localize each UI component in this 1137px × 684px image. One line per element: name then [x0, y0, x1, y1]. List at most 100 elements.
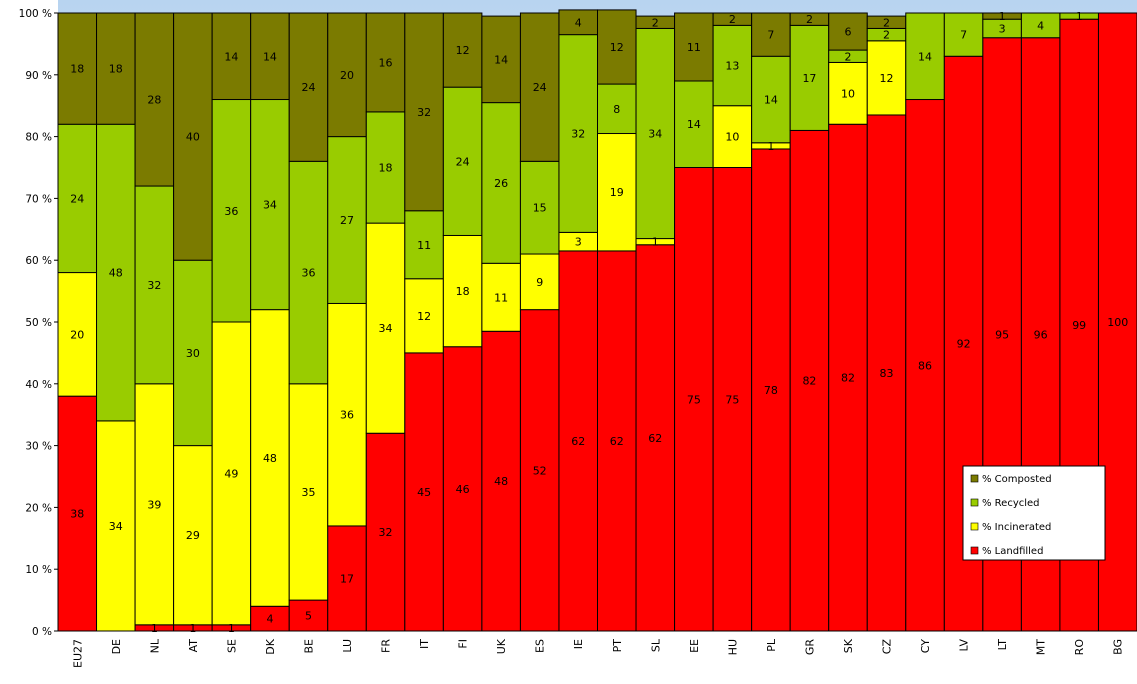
y-tick-label: 0 % [32, 626, 52, 638]
value-labels-layer: 3820241834481813932281293040149361444834… [70, 10, 1128, 635]
bar-segment-composted-ie [558, 9, 599, 36]
value-label-composted-fi: 12 [456, 44, 470, 57]
bar-segment-composted-fr [365, 12, 406, 113]
value-label-recycled-cy: 14 [918, 50, 932, 63]
bar-segment-recycled-uk [481, 102, 521, 264]
y-tick-label: 20 % [25, 502, 52, 514]
value-label-recycled-lv: 7 [960, 29, 967, 42]
bar-segment-recycled-mt [1020, 12, 1061, 39]
y-tick-label: 60 % [25, 255, 52, 267]
bar-segment-composted-be [288, 12, 329, 162]
category-label-lv: LV [958, 639, 971, 652]
value-label-composted-eu27: 18 [70, 63, 84, 76]
bar-segment-incinerated-fi [442, 234, 483, 348]
value-label-landfilled-ee: 75 [687, 393, 701, 406]
value-label-composted-cz: 2 [883, 16, 890, 29]
category-label-se: SE [225, 639, 238, 653]
value-label-landfilled-uk: 48 [494, 475, 508, 488]
value-label-recycled-sl: 34 [648, 128, 662, 141]
value-label-landfilled-sl: 62 [648, 432, 662, 445]
bar-segment-recycled-fi [442, 86, 483, 236]
value-label-composted-sl: 2 [652, 16, 659, 29]
value-label-incinerated-sk: 10 [841, 87, 855, 100]
value-label-recycled-fi: 24 [456, 155, 470, 168]
category-label-ee: EE [688, 639, 701, 653]
value-label-incinerated-hu: 10 [725, 131, 739, 144]
value-label-recycled-nl: 32 [147, 279, 161, 292]
bar-segment-recycled-ee [674, 80, 714, 168]
bar-segment-landfilled-ie [558, 250, 599, 632]
bar-segment-landfilled-ee [674, 167, 714, 632]
value-label-incinerated-fi: 18 [456, 285, 470, 298]
legend: % Composted % Recycled % Incinerated % Land… [962, 465, 1106, 561]
bar-segment-incinerated-dk [250, 309, 290, 607]
bar-segment-recycled-at [173, 259, 213, 447]
value-label-composted-ee: 11 [687, 41, 701, 54]
category-label-uk: UK [495, 638, 508, 654]
bar-segment-landfilled-dk [250, 605, 290, 632]
bar-segment-incinerated-pt [597, 133, 637, 252]
y-tick-label: 100 % [19, 8, 52, 20]
value-label-landfilled-mt: 96 [1034, 328, 1048, 341]
category-label-cz: CZ [881, 639, 894, 655]
value-label-composted-pt: 12 [610, 41, 624, 54]
bar-segment-composted-at [173, 12, 213, 261]
bar-segment-composted-ee [674, 12, 714, 82]
value-label-composted-it: 32 [417, 106, 431, 119]
y-tick-label: 30 % [25, 441, 52, 453]
value-label-landfilled-it: 45 [417, 486, 431, 499]
value-label-composted-pl: 7 [767, 29, 774, 42]
y-tick-label: 10 % [25, 564, 52, 576]
value-label-incinerated-at: 29 [186, 529, 200, 542]
bar-segment-recycled-gr [789, 24, 830, 131]
value-label-recycled-pl: 14 [764, 94, 778, 107]
bar-segment-recycled-de [96, 123, 136, 422]
value-label-incinerated-se: 49 [224, 467, 238, 480]
value-label-landfilled-ro: 99 [1072, 319, 1086, 332]
value-label-composted-dk: 14 [263, 50, 277, 63]
value-label-composted-sk: 6 [844, 26, 851, 39]
value-label-recycled-ie: 32 [571, 128, 585, 141]
category-label-dk: DK [264, 638, 277, 654]
value-label-incinerated-cz: 12 [880, 72, 894, 85]
value-label-landfilled-eu27: 38 [70, 508, 84, 521]
value-label-recycled-gr: 17 [802, 72, 816, 85]
category-label-pl: PL [765, 638, 778, 652]
bar-segment-composted-nl [134, 12, 175, 187]
value-label-recycled-fr: 18 [379, 162, 393, 175]
bar-segment-recycled-hu [712, 24, 753, 107]
value-label-recycled-es: 15 [533, 202, 547, 215]
value-label-recycled-cz: 2 [883, 29, 890, 42]
value-label-recycled-ro: 1 [1076, 10, 1083, 23]
value-label-incinerated-ie: 3 [575, 236, 582, 249]
category-label-cy: CY [919, 639, 932, 653]
legend-label-incinerated: % Incinerated [982, 522, 1051, 533]
category-label-ro: RO [1073, 639, 1086, 656]
bar-segment-composted-lu [327, 12, 367, 138]
bar-segment-recycled-pl [751, 55, 791, 144]
value-label-incinerated-sl: 1 [652, 236, 659, 249]
value-label-composted-de: 18 [109, 63, 123, 76]
value-label-landfilled-fr: 32 [379, 526, 393, 539]
value-label-recycled-it: 11 [417, 239, 431, 252]
y-tick-label: 70 % [25, 193, 52, 205]
value-label-incinerated-eu27: 20 [70, 328, 84, 341]
value-label-landfilled-pl: 78 [764, 384, 778, 397]
bar-segment-recycled-be [288, 160, 329, 385]
category-label-bg: BG [1112, 639, 1125, 655]
category-label-ie: IE [572, 639, 585, 649]
bar-segment-composted-uk [481, 15, 521, 104]
value-label-recycled-be: 36 [301, 267, 315, 280]
category-label-pt: PT [611, 639, 624, 653]
value-label-landfilled-cz: 83 [880, 367, 894, 380]
value-label-composted-lu: 20 [340, 69, 354, 82]
value-label-composted-fr: 16 [379, 56, 393, 69]
category-label-nl: NL [148, 638, 161, 653]
category-label-sl: SL [649, 638, 662, 652]
bar-segment-landfilled-fr [365, 432, 406, 632]
y-tick-label: 80 % [25, 132, 52, 144]
value-label-landfilled-pt: 62 [610, 435, 624, 448]
category-label-de: DE [110, 639, 123, 654]
value-label-recycled-ee: 14 [687, 118, 701, 131]
